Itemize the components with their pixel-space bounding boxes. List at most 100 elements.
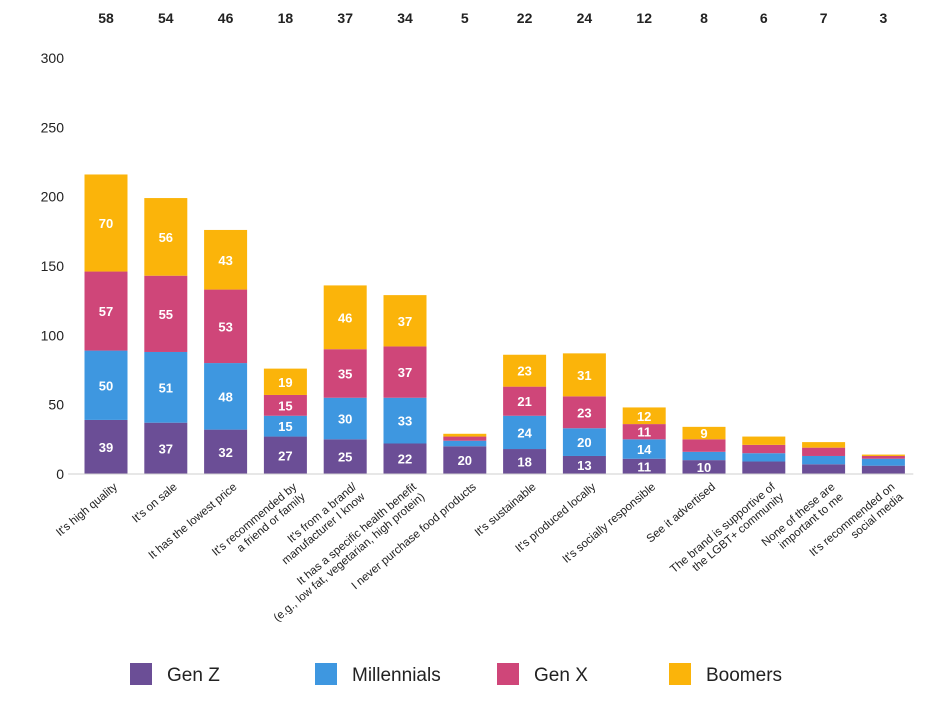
- segment-value-label: 25: [338, 450, 352, 465]
- bar-segment-millennials: [204, 363, 248, 430]
- bar-segment-boomers: [204, 229, 248, 290]
- bar-stack: 13 20 23 31: [562, 353, 606, 474]
- bar-segment-gen-z: [443, 446, 487, 474]
- y-tick-label: 300: [41, 50, 65, 66]
- segment-value-label: 15: [278, 398, 292, 413]
- bar-segment-millennials: [443, 440, 487, 447]
- top-total-label: 46: [218, 10, 234, 26]
- bar-segment-millennials: [323, 397, 367, 440]
- top-total-label: 12: [636, 10, 652, 26]
- bar-segment-gen-z: [383, 443, 427, 474]
- legend-item-boomers: Boomers: [669, 663, 782, 686]
- bar-stack: 10 9: [682, 426, 726, 475]
- segment-value-label: 27: [278, 448, 292, 463]
- bar-segment-boomers: [802, 442, 846, 448]
- bar-segment-gen-z: [562, 455, 606, 474]
- segment-value-label: 37: [398, 365, 412, 380]
- y-tick-label: 0: [56, 466, 64, 482]
- bar-stack: 39 50 57 70: [84, 174, 128, 474]
- bar-segment-millennials: [682, 451, 726, 461]
- bar-segment-gen-x: [84, 271, 128, 351]
- segment-value-label: 70: [99, 216, 113, 231]
- bar-segment-gen-x: [742, 444, 786, 454]
- bar-segment-boomers: [562, 353, 606, 397]
- bar-segment-gen-z: [622, 458, 666, 474]
- bar-segment-gen-z: [263, 436, 307, 474]
- bar-segment-gen-z: [503, 449, 547, 474]
- top-total-label: 7: [820, 10, 828, 26]
- segment-value-label: 20: [458, 453, 472, 468]
- y-tick-label: 200: [41, 189, 65, 205]
- segment-value-label: 24: [517, 425, 532, 440]
- bar-segment-gen-x: [144, 275, 188, 352]
- segment-value-label: 46: [338, 310, 352, 325]
- bar-segment-gen-x: [323, 349, 367, 398]
- bar-segment-millennials: [84, 350, 128, 420]
- bar-segment-millennials: [263, 415, 307, 437]
- bar-segment-gen-x: [443, 436, 487, 441]
- bar-segment-millennials: [622, 439, 666, 459]
- segment-value-label: 31: [577, 368, 591, 383]
- segment-value-label: 57: [99, 304, 113, 319]
- top-totals-row: 58 54 46 18 37 34 5 22 24 12 8 6 7 3: [98, 10, 887, 26]
- bar-stack: 32 48 53 43: [204, 229, 248, 474]
- segment-value-label: 37: [398, 314, 412, 329]
- y-tick-label: 50: [48, 397, 64, 413]
- segment-value-label: 21: [517, 394, 531, 409]
- segment-value-label: 14: [637, 442, 652, 457]
- segment-value-label: 55: [159, 307, 173, 322]
- bar-stack: [742, 436, 786, 474]
- bar-segment-boomers: [323, 285, 367, 350]
- bar-segment-gen-z: [742, 461, 786, 474]
- segment-value-label: 30: [338, 412, 352, 427]
- segment-value-label: 56: [159, 230, 173, 245]
- segment-value-label: 32: [218, 445, 232, 460]
- segment-value-label: 37: [159, 441, 173, 456]
- top-total-label: 5: [461, 10, 469, 26]
- segment-value-label: 51: [159, 380, 173, 395]
- legend-label: Gen Z: [167, 665, 220, 686]
- segment-value-label: 22: [398, 452, 412, 467]
- bar-segment-boomers: [84, 174, 128, 272]
- top-total-label: 8: [700, 10, 708, 26]
- bar-segment-boomers: [682, 426, 726, 440]
- top-total-label: 3: [880, 10, 888, 26]
- segment-value-label: 12: [637, 409, 651, 424]
- bar-segment-millennials: [802, 455, 846, 465]
- bar-segment-gen-x: [263, 394, 307, 416]
- y-tick-label: 100: [41, 327, 65, 343]
- top-total-label: 18: [278, 10, 294, 26]
- segment-value-label: 10: [697, 460, 711, 475]
- bar-stack: 37 51 55 56: [144, 198, 188, 474]
- bar-segment-gen-x: [861, 455, 905, 459]
- bar-segment-gen-x: [204, 289, 248, 364]
- y-tick-label: 250: [41, 119, 65, 135]
- bar-segment-gen-z: [84, 419, 128, 474]
- y-axis: 0 50 100 150 200 250 300: [41, 50, 65, 482]
- category-label: It's high quality: [54, 481, 120, 539]
- bar-stack: [861, 454, 905, 474]
- segment-value-label: 18: [517, 455, 531, 470]
- segment-value-label: 19: [278, 375, 292, 390]
- legend-item-gen-z: Gen Z: [130, 663, 220, 686]
- bar-segment-boomers: [742, 436, 786, 445]
- bar-segment-gen-z: [144, 422, 188, 474]
- segment-value-label: 15: [278, 419, 292, 434]
- bar-segment-boomers: [503, 354, 547, 387]
- bar-segment-millennials: [383, 397, 427, 444]
- segment-value-label: 35: [338, 366, 352, 381]
- legend-swatch: [669, 663, 691, 685]
- bar-stack: [802, 442, 846, 474]
- legend-item-gen-x: Gen X: [497, 663, 588, 686]
- bar-segment-gen-z: [323, 439, 367, 474]
- legend-label: Boomers: [706, 665, 782, 686]
- top-total-label: 24: [577, 10, 593, 26]
- segment-value-label: 11: [637, 425, 651, 440]
- legend-item-millennials: Millennials: [315, 663, 441, 686]
- bars: 39 50 57 70 37 51 55 56 32 48 53 43 27 15 15 19 25 30 35 46…: [84, 174, 905, 475]
- segment-value-label: 48: [218, 389, 232, 404]
- category-label-line: It's sustainable: [473, 481, 539, 539]
- category-label: It's on sale: [130, 481, 180, 525]
- segment-value-label: 23: [517, 364, 531, 379]
